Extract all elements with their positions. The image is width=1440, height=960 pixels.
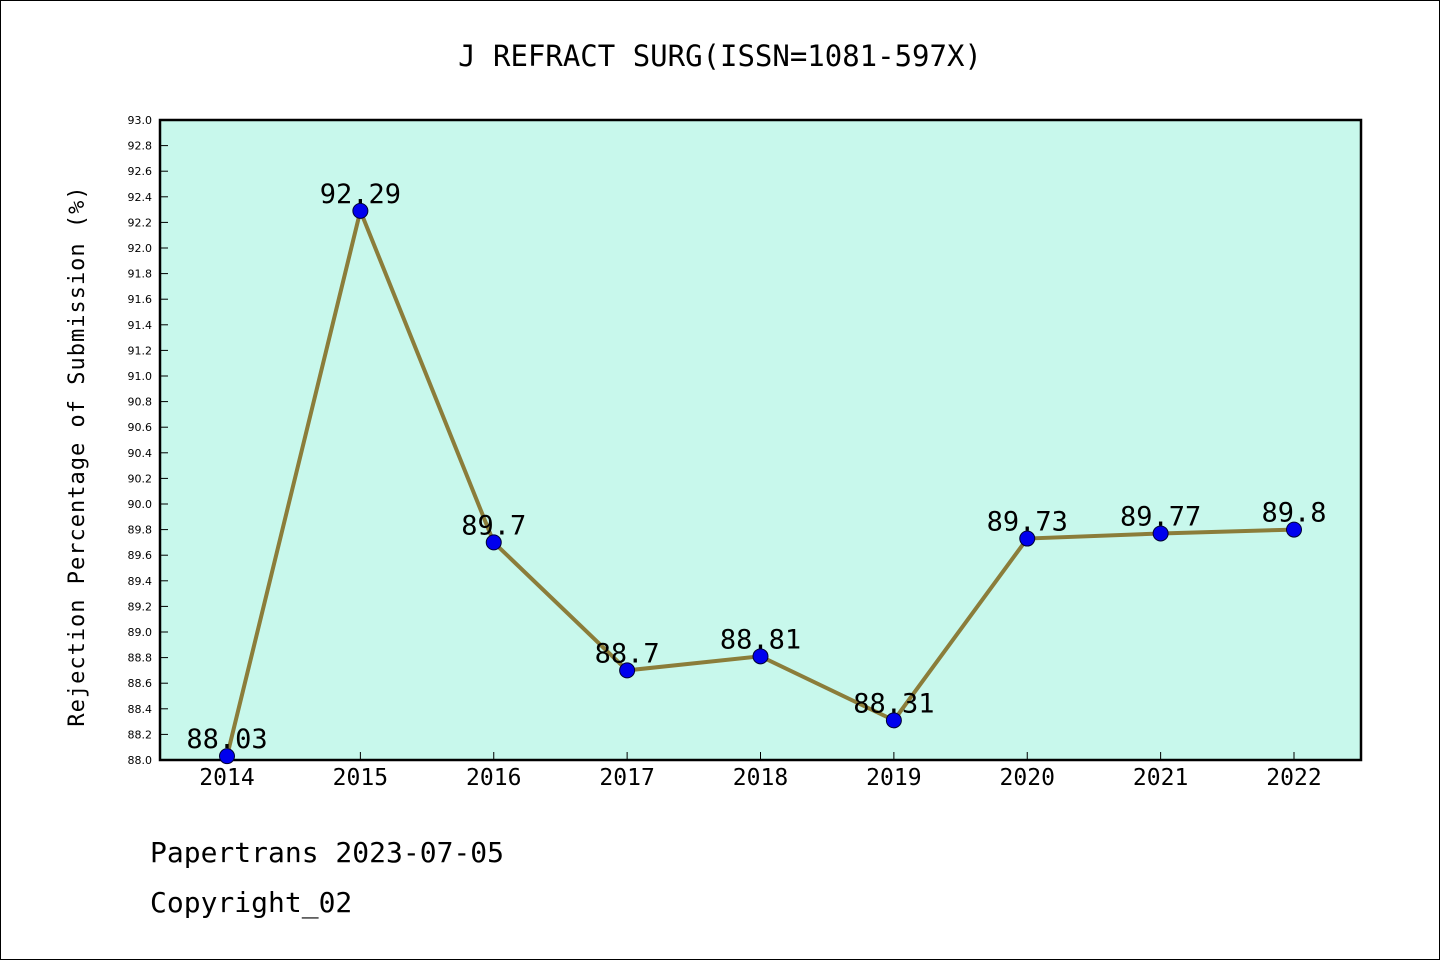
data-point (752, 648, 769, 665)
data-point (219, 748, 235, 765)
data-label: 89.73 (987, 507, 1068, 538)
y-tick-label: 90.6 (128, 421, 153, 434)
y-tick-label: 91.8 (128, 268, 153, 281)
footer-date: Papertrans 2023-07-05 (150, 836, 505, 869)
x-tick-label: 2021 (1133, 765, 1188, 791)
y-tick-label: 89.0 (128, 626, 153, 639)
y-tick-label: 93.0 (128, 114, 153, 127)
data-points (219, 202, 1302, 765)
y-tick-label: 91.4 (128, 319, 153, 332)
data-point (885, 712, 902, 729)
y-tick-label: 90.8 (128, 396, 153, 409)
y-tick-label: 92.8 (128, 140, 153, 153)
y-tick-label: 92.0 (128, 242, 153, 255)
data-point (1019, 530, 1036, 547)
data-point (352, 202, 369, 219)
data-label: 89.8 (1261, 498, 1326, 529)
y-tick-label: 88.4 (128, 703, 153, 716)
y-tick-label: 88.0 (128, 754, 153, 767)
data-point (1152, 525, 1169, 542)
x-tick-label: 2015 (333, 765, 388, 791)
data-labels: 88.03 92.29 89.7 88.7 88.81 88.31 89.73 89.77 89… (186, 179, 1326, 755)
data-label: 88.03 (186, 724, 267, 755)
y-tick-label: 88.6 (128, 677, 153, 690)
y-tick-label: 89.8 (128, 524, 153, 537)
x-tick-label: 2018 (733, 765, 788, 791)
data-point (1286, 521, 1302, 538)
y-tick-label: 92.6 (128, 165, 153, 178)
y-axis-label: Rejection Percentage of Submission (%) (65, 185, 90, 726)
y-tick-label: 88.2 (128, 728, 153, 741)
footer-copyright: Copyright_02 (150, 886, 353, 919)
data-label: 89.7 (461, 510, 526, 541)
x-axis: 2014 2015 2016 2017 2018 2019 2020 2021 2022 (199, 752, 1322, 791)
y-tick-label: 92.2 (128, 216, 153, 229)
y-tick-label: 89.6 (128, 549, 153, 562)
chart-title: J REFRACT SURG(ISSN=1081-597X) (458, 39, 982, 73)
y-tick-label: 92.4 (128, 191, 153, 204)
data-point (619, 662, 636, 679)
y-tick-label: 91.6 (128, 293, 153, 306)
y-tick-label: 89.4 (128, 575, 153, 588)
y-tick-label: 90.0 (128, 498, 153, 511)
x-tick-label: 2017 (599, 765, 654, 791)
y-tick-label: 89.2 (128, 600, 153, 613)
y-tick-label: 90.4 (128, 447, 153, 460)
data-label: 88.7 (595, 638, 660, 669)
y-axis: 88.0 88.2 88.4 88.6 88.8 89.0 89.2 89.4 89.6 89.8… (128, 114, 168, 767)
y-tick-label: 90.2 (128, 472, 153, 485)
y-tick-label: 91.0 (128, 370, 153, 383)
x-tick-label: 2014 (199, 765, 254, 791)
data-label: 89.77 (1120, 501, 1201, 532)
x-tick-label: 2016 (466, 765, 521, 791)
data-label: 88.31 (853, 688, 934, 719)
x-tick-label: 2019 (866, 765, 921, 791)
data-label: 92.29 (320, 179, 401, 210)
y-tick-label: 91.2 (128, 344, 153, 357)
x-tick-label: 2022 (1266, 765, 1321, 791)
data-label: 88.81 (720, 624, 801, 655)
x-tick-label: 2020 (1000, 765, 1055, 791)
data-point (485, 534, 502, 551)
y-tick-label: 88.8 (128, 652, 153, 665)
